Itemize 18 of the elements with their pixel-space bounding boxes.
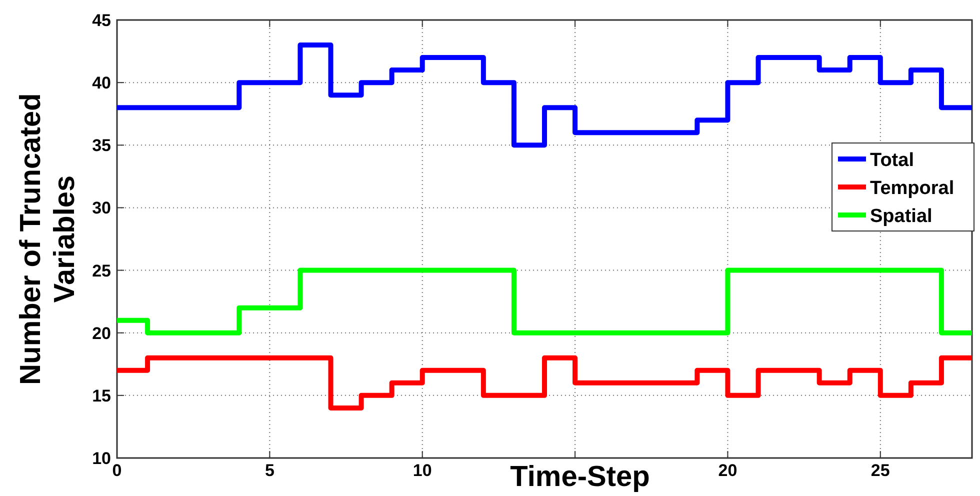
x-tick-label: 10 xyxy=(412,461,432,480)
x-tick-label: 25 xyxy=(870,461,890,480)
y-tick-label: 45 xyxy=(92,11,111,30)
legend-label: Spatial xyxy=(870,206,932,227)
y-tick-label: 20 xyxy=(92,324,111,343)
y-tick-label: 40 xyxy=(92,74,111,93)
legend-label: Total xyxy=(870,150,914,171)
y-tick-label: 25 xyxy=(92,261,111,280)
x-tick-label: 0 xyxy=(112,461,122,480)
y-tick-label: 10 xyxy=(92,449,111,468)
y-axis-title: Number of Truncated Variables xyxy=(15,93,81,385)
y-tick-label: 35 xyxy=(92,136,111,156)
y-tick-label: 30 xyxy=(92,198,111,218)
x-tick-label: 20 xyxy=(718,461,738,480)
x-axis-title: Time-Step xyxy=(510,461,650,493)
x-tick-label: 5 xyxy=(264,461,274,480)
y-tick-label: 15 xyxy=(92,386,111,406)
legend-label: Temporal xyxy=(870,178,954,199)
